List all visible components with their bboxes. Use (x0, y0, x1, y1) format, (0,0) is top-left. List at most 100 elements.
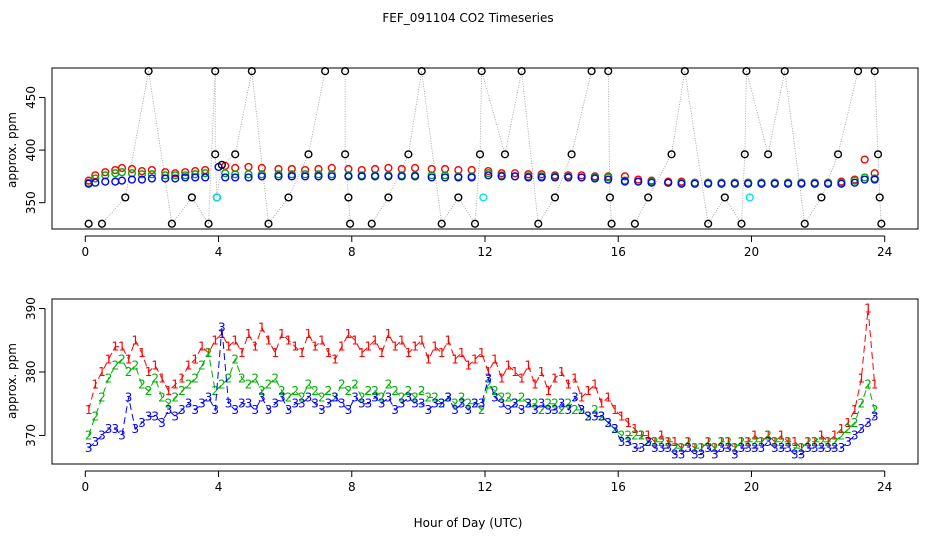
bottom-y-axis: 370 380 390 (24, 297, 46, 447)
level1-point (181, 168, 190, 177)
series-2-point: 2 (218, 378, 226, 392)
series-2-point: 2 (844, 422, 852, 436)
series-1-point: 1 (398, 333, 406, 347)
level3-point (850, 178, 859, 187)
series-line-2 (88, 351, 876, 449)
highlight-point (479, 193, 488, 202)
series-3-point: 3 (744, 441, 752, 455)
series-line-1 (88, 308, 876, 449)
series-3-point: 3 (418, 397, 426, 411)
series-3-point: 3 (165, 403, 173, 417)
series-1-point: 1 (251, 340, 259, 354)
series-1-point: 1 (218, 327, 226, 341)
series-1-point: 1 (578, 390, 586, 404)
standard-connector (101, 197, 126, 225)
level2-point (147, 170, 157, 179)
series-3-point: 3 (85, 441, 93, 455)
series-3-point: 3 (145, 409, 153, 423)
series-3-point: 3 (105, 422, 113, 436)
bottom-x-tick-label: 12 (477, 480, 492, 494)
series-2-point: 2 (478, 403, 486, 417)
level3-point (510, 172, 520, 181)
series-3-point: 3 (864, 416, 872, 430)
standard-connector (234, 71, 253, 155)
series-1-point: 1 (185, 359, 193, 373)
standard-point (344, 193, 353, 202)
standard-connector (191, 197, 209, 224)
series-1-point: 1 (458, 346, 466, 360)
series-3-point: 3 (718, 441, 726, 455)
series-1-point: 1 (831, 428, 839, 442)
standard-point (144, 67, 153, 76)
top-x-axis: 0 4 8 12 16 20 24 (81, 235, 892, 259)
series-2-point: 2 (291, 384, 299, 398)
level3-point (111, 177, 120, 186)
series-2-point: 2 (338, 378, 346, 392)
series-3-point: 3 (178, 403, 186, 417)
standard-point (764, 150, 773, 159)
level3-point (397, 172, 406, 181)
standard-connector (214, 154, 218, 198)
standard-point (704, 219, 713, 228)
series-1-point: 1 (631, 422, 639, 436)
series-1-point: 1 (91, 378, 99, 392)
series-2-point: 2 (858, 397, 866, 411)
standard-point (517, 67, 526, 76)
series-3-point: 3 (485, 371, 493, 385)
series-1-point: 1 (271, 346, 279, 360)
series-3-point: 3 (571, 390, 579, 404)
series-1-point: 1 (858, 371, 866, 385)
series-1-point: 1 (531, 378, 539, 392)
series-2-point: 2 (111, 359, 119, 373)
series-1-point: 1 (451, 352, 459, 366)
series-2-point: 2 (784, 435, 792, 449)
standard-point (384, 193, 393, 202)
series-3-point: 3 (551, 403, 559, 417)
level3-point (191, 173, 200, 182)
series-3-point: 3 (498, 397, 506, 411)
series-3-point: 3 (291, 397, 299, 411)
series-1-point: 1 (511, 365, 519, 379)
series-3-point: 3 (445, 390, 453, 404)
series-2-point: 2 (231, 352, 239, 366)
series-1-point: 1 (351, 333, 359, 347)
bottom-y-axis-label: approx. ppm (5, 343, 19, 419)
bottom-x-tick-label: 20 (744, 480, 759, 494)
standard-connector (877, 154, 881, 198)
level1-point (510, 169, 520, 178)
series-1-point: 1 (704, 435, 712, 449)
series-1-point: 1 (98, 365, 106, 379)
standard-point (875, 193, 884, 202)
level3-point (577, 173, 586, 182)
series-2-point: 2 (311, 384, 319, 398)
series-1-point: 1 (731, 441, 739, 455)
series-1-point: 1 (358, 346, 366, 360)
standard-point (211, 67, 220, 76)
series-3-point: 3 (524, 397, 532, 411)
series-2-point: 2 (378, 390, 386, 404)
series-3-point: 3 (738, 441, 746, 455)
level3-point (717, 179, 726, 188)
series-1-point: 1 (431, 340, 439, 354)
standard-point (877, 219, 886, 228)
series-1-point: 1 (285, 333, 293, 347)
series-2-point: 2 (664, 435, 672, 449)
level3-point (744, 179, 753, 188)
series-2-point: 2 (804, 435, 812, 449)
series-3-point: 3 (844, 435, 852, 449)
series-1-point: 1 (258, 321, 266, 335)
standard-connector (607, 71, 611, 198)
series-2-point: 2 (158, 390, 166, 404)
series-2-point: 2 (551, 397, 559, 411)
top-x-tick-label: 8 (348, 245, 356, 259)
standard-connector (504, 71, 523, 155)
series-1-point: 1 (378, 346, 386, 360)
series-3-point: 3 (298, 397, 306, 411)
standard-connector (481, 71, 506, 155)
series-3-point: 3 (491, 390, 499, 404)
level3-point (690, 179, 699, 188)
series-1-point: 1 (651, 435, 659, 449)
series-1-point: 1 (338, 340, 346, 354)
standard-connector (804, 197, 822, 224)
standard-point (404, 150, 413, 159)
